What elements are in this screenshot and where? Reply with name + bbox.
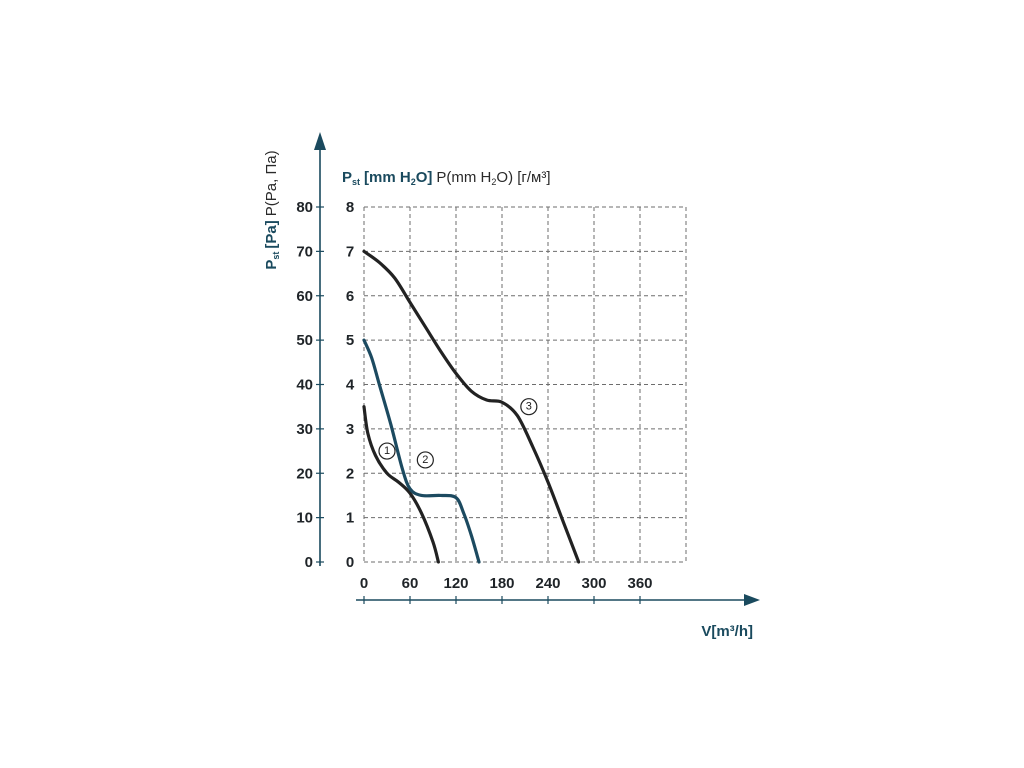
ylabel-left-sub: st (271, 252, 281, 260)
ylabel-right-sub: st (352, 177, 360, 187)
y-tick-label-pa: 60 (296, 288, 313, 305)
bottom-axis-arrow-icon (744, 594, 760, 606)
ylabel-right-extra-sub: 2 (491, 177, 496, 187)
ylabel-right-extra-a: P(mm H (436, 169, 491, 186)
y-tick-label-pa: 10 (296, 510, 313, 527)
y-tick-label-pa: 30 (296, 421, 313, 438)
series-marker-circle-2 (416, 451, 434, 469)
ylabel-left-extra: P(Pa, Па) (263, 150, 280, 216)
ylabel-right-unit-a: [mm H (364, 169, 411, 186)
left-axis-arrow-icon (314, 132, 326, 150)
y-tick-label-pa: 40 (296, 377, 313, 394)
series-marker-label-3: 3 (526, 401, 532, 413)
ylabel-left-main: P (263, 260, 280, 270)
x-tick-labels: 0 60 120 180 240 300 360 (360, 575, 653, 592)
series-markers: 1 2 3 (378, 398, 538, 469)
series-line-2 (362, 338, 481, 564)
y-tick-label-mm: 0 (346, 554, 354, 571)
grid-lines (363, 206, 687, 563)
left-axis (314, 132, 326, 566)
y-tick-label-pa: 80 (296, 199, 313, 216)
y-tick-label-pa: 70 (296, 243, 313, 260)
series-marker-circle-3 (520, 398, 538, 416)
series-marker-label-2: 2 (422, 454, 428, 466)
series-curves (362, 249, 581, 564)
svg-text:Pst[Pa]P(Pa, Па): Pst [Pa] P(Pa, Па) (263, 150, 281, 269)
x-axis-label: V[m³/h] (701, 623, 753, 640)
y-tick-label-pa: 50 (296, 332, 313, 349)
x-tick-label: 0 (360, 575, 368, 592)
series-line-3 (362, 249, 581, 564)
ylabel-right-extra-b: O) [г/м³] (496, 169, 550, 186)
bottom-axis (356, 594, 760, 606)
y-tick-label-pa: 20 (296, 465, 313, 482)
x-tick-label: 120 (443, 575, 468, 592)
ylabel-right-main: P (342, 169, 352, 186)
x-tick-label: 60 (402, 575, 419, 592)
y-tick-label-mm: 4 (346, 377, 355, 394)
y-tick-label-mm: 3 (346, 421, 354, 438)
y-tick-label-mm: 6 (346, 288, 354, 305)
y-axis-label-right: Pst [mm H2O] P(mm H2O) [г/м³] (342, 169, 551, 187)
y-tick-label-mm: 8 (346, 199, 354, 216)
y-tick-labels-mm: 0 1 2 3 4 5 6 7 8 (346, 199, 355, 571)
x-tick-label: 360 (627, 575, 652, 592)
y-tick-label-mm: 1 (346, 510, 354, 527)
y-tick-label-mm: 7 (346, 243, 354, 260)
ylabel-right-unit-b: O] (416, 169, 433, 186)
y-tick-label-mm: 5 (346, 332, 354, 349)
series-marker-label-1: 1 (384, 445, 390, 457)
ylabel-left-unit: [Pa] (263, 220, 280, 248)
y-axis-label-left: Pst [Pa] P(Pa, Па) (263, 150, 281, 269)
x-tick-label: 300 (581, 575, 606, 592)
y-tick-labels-pa: 0 10 20 30 40 50 60 70 80 (296, 199, 313, 571)
series-line-1 (362, 405, 440, 564)
series-marker-circle-1 (378, 442, 396, 460)
y-tick-label-pa: 0 (305, 554, 313, 571)
x-tick-label: 240 (535, 575, 560, 592)
y-tick-label-mm: 2 (346, 465, 354, 482)
ylabel-right-unit-sub: 2 (411, 177, 416, 187)
x-tick-label: 180 (489, 575, 514, 592)
